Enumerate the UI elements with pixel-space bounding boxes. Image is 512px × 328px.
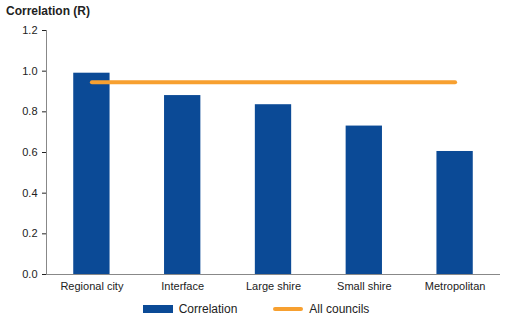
html-text:Correlation (R): Correlation (R)	[6, 4, 90, 18]
svg-text:Metropolitan: Metropolitan	[425, 280, 486, 292]
svg-text:Large shire: Large shire	[246, 280, 301, 292]
svg-text:0.4: 0.4	[22, 187, 37, 199]
svg-text:1.0: 1.0	[22, 65, 37, 77]
svg-text:Small shire: Small shire	[337, 280, 391, 292]
svg-text:0.6: 0.6	[22, 146, 37, 158]
svg-text:0.2: 0.2	[22, 227, 37, 239]
svg-text:0.0: 0.0	[22, 268, 37, 280]
svg-text:1.2: 1.2	[22, 24, 37, 36]
html-text:Correlation: Correlation	[178, 302, 238, 316]
svg-text:Regional city: Regional city	[60, 280, 123, 292]
svg-text:0.8: 0.8	[22, 105, 37, 117]
svg-text:Interface: Interface	[161, 280, 204, 292]
html-text:All councils: All councils	[309, 302, 370, 316]
